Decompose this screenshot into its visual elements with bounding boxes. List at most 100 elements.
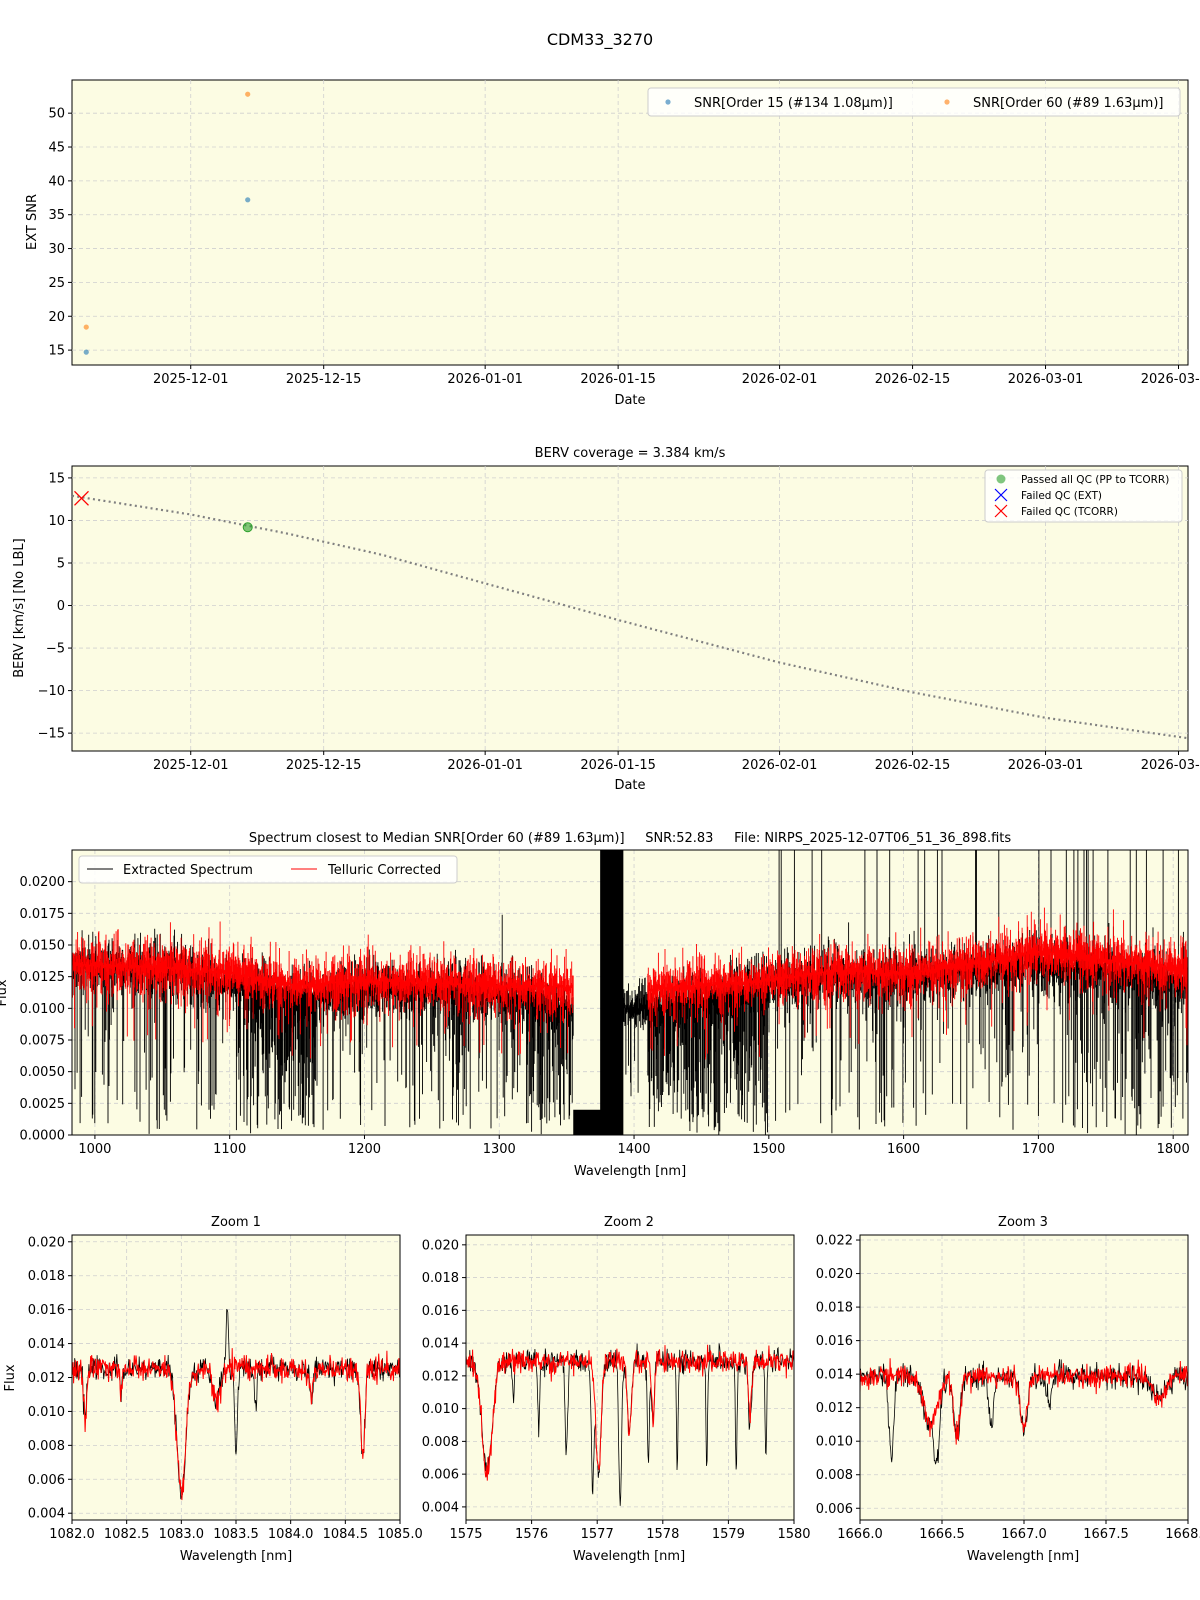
x-tick-label: 1083.5 xyxy=(213,1527,259,1542)
y-tick-label: 0.020 xyxy=(816,1267,853,1282)
y-tick-label: 0.012 xyxy=(28,1371,65,1386)
x-tick-label: 1579 xyxy=(712,1527,745,1542)
zoom2-chart: Zoom 2 1575 1576 1577 1578 1579 1580 0.004 0.00… xyxy=(422,1215,811,1564)
y-tick-label: 0.0100 xyxy=(20,1002,66,1017)
y-tick-label: 0.014 xyxy=(422,1337,459,1352)
x-tick-label: 2026-02-15 xyxy=(875,758,951,773)
y-tick-label: 0.012 xyxy=(422,1369,459,1384)
legend-label-telluric: Telluric Corrected xyxy=(327,863,441,878)
y-axis-label: BERV [km/s] [No LBL] xyxy=(12,538,27,677)
y-tick-label: 0.0075 xyxy=(20,1034,66,1049)
y-tick-label: 0.010 xyxy=(422,1402,459,1417)
y-tick-label: 0 xyxy=(57,599,65,614)
x-tick-label: 1575 xyxy=(449,1527,482,1542)
berv-chart: BERV coverage = 3.384 km/s 2025-12-01 202… xyxy=(12,446,1200,793)
spectrum-title: Spectrum closest to Median SNR[Order 60 … xyxy=(249,831,1012,846)
x-tick-label: 2026-02-15 xyxy=(875,372,951,387)
y-axis-label: EXT SNR xyxy=(25,194,40,250)
x-tick-label: 2026-01-01 xyxy=(447,758,523,773)
y-tick-label: 45 xyxy=(48,141,65,156)
x-tick-label: 2025-12-01 xyxy=(153,758,229,773)
x-tick-label: 1580 xyxy=(777,1527,810,1542)
spectrum-chart: Spectrum closest to Median SNR[Order 60 … xyxy=(0,831,1190,1179)
y-tick-label: 0.010 xyxy=(816,1435,853,1450)
x-axis-label: Date xyxy=(614,393,645,408)
y-tick-label: 0.018 xyxy=(28,1269,65,1284)
y-tick-label: 0.0175 xyxy=(20,907,66,922)
y-axis-label: Flux xyxy=(3,1364,18,1391)
x-axis-label: Date xyxy=(614,778,645,793)
y-tick-label: 0.0025 xyxy=(20,1097,66,1112)
y-tick-label: 0.008 xyxy=(422,1435,459,1450)
y-tick-label: 0.014 xyxy=(816,1368,853,1383)
telluric-corrected-line xyxy=(71,1348,401,1501)
x-tick-label: 1084.5 xyxy=(323,1527,369,1542)
y-tick-label: −10 xyxy=(38,684,65,699)
x-tick-label: 1577 xyxy=(581,1527,614,1542)
legend-marker-order15 xyxy=(665,99,671,105)
y-tick-label: 0.014 xyxy=(28,1337,65,1352)
x-tick-label: 2025-12-15 xyxy=(286,372,362,387)
x-tick-label: 1668.0 xyxy=(1165,1527,1200,1542)
snr-data-point xyxy=(83,324,89,330)
y-tick-label: 5 xyxy=(57,556,65,571)
legend-label-order60: SNR[Order 60 (#89 1.63μm)] xyxy=(973,96,1164,111)
y-tick-label: 0.016 xyxy=(28,1303,65,1318)
y-tick-label: 0.004 xyxy=(422,1500,459,1515)
y-tick-label: 0.022 xyxy=(816,1234,853,1249)
x-tick-label: 1000 xyxy=(78,1142,111,1157)
y-tick-label: 0.0150 xyxy=(20,939,66,954)
y-tick-label: 30 xyxy=(48,242,65,257)
x-tick-label: 1667.5 xyxy=(1083,1527,1129,1542)
x-tick-label: 1500 xyxy=(752,1142,785,1157)
y-tick-label: −15 xyxy=(38,727,65,742)
berv-title: BERV coverage = 3.384 km/s xyxy=(535,446,726,461)
y-tick-label: 40 xyxy=(48,174,65,189)
x-tick-label: 1084.0 xyxy=(268,1527,314,1542)
plot-area xyxy=(71,79,1189,366)
x-tick-label: 1578 xyxy=(646,1527,679,1542)
legend: Passed all QC (PP to TCORR) Failed QC (E… xyxy=(984,469,1183,523)
legend-marker-order60 xyxy=(944,99,950,105)
snr-data-point xyxy=(245,197,251,203)
zoom3-title: Zoom 3 xyxy=(998,1215,1048,1230)
x-tick-label: 1082.5 xyxy=(104,1527,150,1542)
y-tick-label: 0.006 xyxy=(422,1468,459,1483)
y-tick-label: 10 xyxy=(48,514,65,529)
y-tick-label: 0.008 xyxy=(816,1468,853,1483)
x-tick-label: 2026-03-01 xyxy=(1008,372,1084,387)
legend-label-failed-tcorr: Failed QC (TCORR) xyxy=(1021,506,1118,518)
y-tick-label: 0.020 xyxy=(422,1238,459,1253)
legend: SNR[Order 15 (#134 1.08μm)] SNR[Order 60… xyxy=(647,87,1181,117)
x-axis-label: Wavelength [nm] xyxy=(574,1164,686,1179)
berv-point-failed xyxy=(74,490,89,506)
y-tick-label: 0.010 xyxy=(28,1405,65,1420)
x-tick-label: 2025-12-01 xyxy=(153,372,229,387)
y-tick-label: 0.0200 xyxy=(20,875,66,890)
x-tick-label: 2026-01-01 xyxy=(447,372,523,387)
y-axis-label: Flux xyxy=(0,979,10,1006)
y-tick-label: 0.006 xyxy=(28,1473,65,1488)
x-tick-label: 1700 xyxy=(1022,1142,1055,1157)
y-tick-label: 0.0125 xyxy=(20,970,66,985)
x-tick-label: 1576 xyxy=(515,1527,548,1542)
x-axis-label: Wavelength [nm] xyxy=(573,1549,685,1564)
zoom2-title: Zoom 2 xyxy=(604,1215,654,1230)
x-tick-label: 2026-03-01 xyxy=(1008,758,1084,773)
x-tick-label: 1200 xyxy=(348,1142,381,1157)
x-tick-label: 1300 xyxy=(483,1142,516,1157)
x-tick-label: 1800 xyxy=(1157,1142,1190,1157)
legend-label-failed-ext: Failed QC (EXT) xyxy=(1021,490,1102,502)
y-tick-label: 25 xyxy=(48,276,65,291)
snr-chart: 2025-12-01 2025-12-15 2026-01-01 2026-01-15… xyxy=(25,79,1200,408)
y-tick-label: 0.016 xyxy=(422,1304,459,1319)
x-tick-label: 2025-12-15 xyxy=(286,758,362,773)
legend-label-passed: Passed all QC (PP to TCORR) xyxy=(1021,474,1169,486)
plot-area xyxy=(465,1234,795,1521)
x-tick-label: 1100 xyxy=(213,1142,246,1157)
legend-label-extracted: Extracted Spectrum xyxy=(123,863,253,878)
x-tick-label: 1400 xyxy=(617,1142,650,1157)
telluric-corrected-line xyxy=(465,1344,795,1481)
x-tick-label: 2026-01-15 xyxy=(580,372,656,387)
